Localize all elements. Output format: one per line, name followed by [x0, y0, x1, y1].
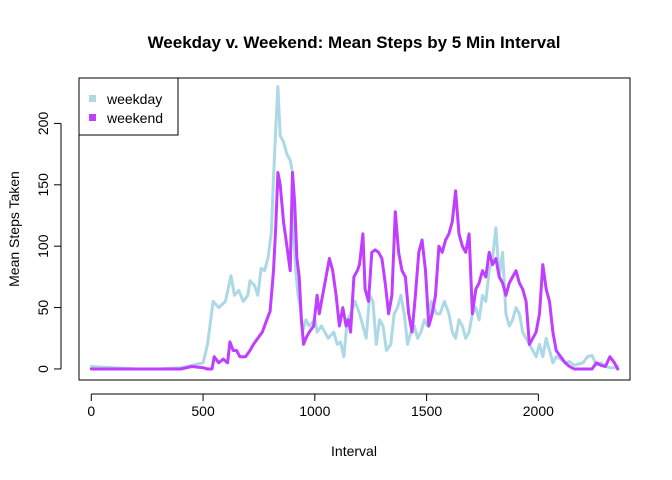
- x-tick-label: 0: [87, 403, 95, 419]
- y-tick-label: 100: [35, 234, 51, 258]
- legend-swatch-weekday: [89, 95, 96, 102]
- legend-box: [78, 77, 179, 136]
- chart-title: Weekday v. Weekend: Mean Steps by 5 Min …: [148, 33, 561, 52]
- y-axis-label: Mean Steps Taken: [6, 171, 22, 287]
- x-axis-label: Interval: [331, 443, 377, 459]
- series-line-weekend: [89, 171, 620, 371]
- series-line-weekday: [89, 85, 620, 371]
- x-tick-label: 1500: [411, 403, 442, 419]
- y-tick-label: 0: [35, 365, 51, 373]
- y-tick-label: 200: [35, 112, 51, 136]
- legend-label-weekday: weekday: [106, 91, 162, 107]
- x-tick-label: 500: [191, 403, 215, 419]
- plot-frame: [78, 77, 631, 381]
- x-tick-label: 2000: [523, 403, 554, 419]
- y-tick-label: 50: [35, 300, 51, 316]
- x-tick-label: 1000: [299, 403, 330, 419]
- y-tick-label: 150: [35, 173, 51, 197]
- x-axis: 0 500 1000 1500 2000: [87, 393, 554, 419]
- y-axis: 0 50 100 150 200: [35, 112, 62, 373]
- legend-label-weekend: weekend: [106, 110, 163, 126]
- legend: weekday weekend: [78, 77, 179, 136]
- legend-swatch-weekend: [89, 114, 96, 121]
- series-layer: [89, 85, 620, 371]
